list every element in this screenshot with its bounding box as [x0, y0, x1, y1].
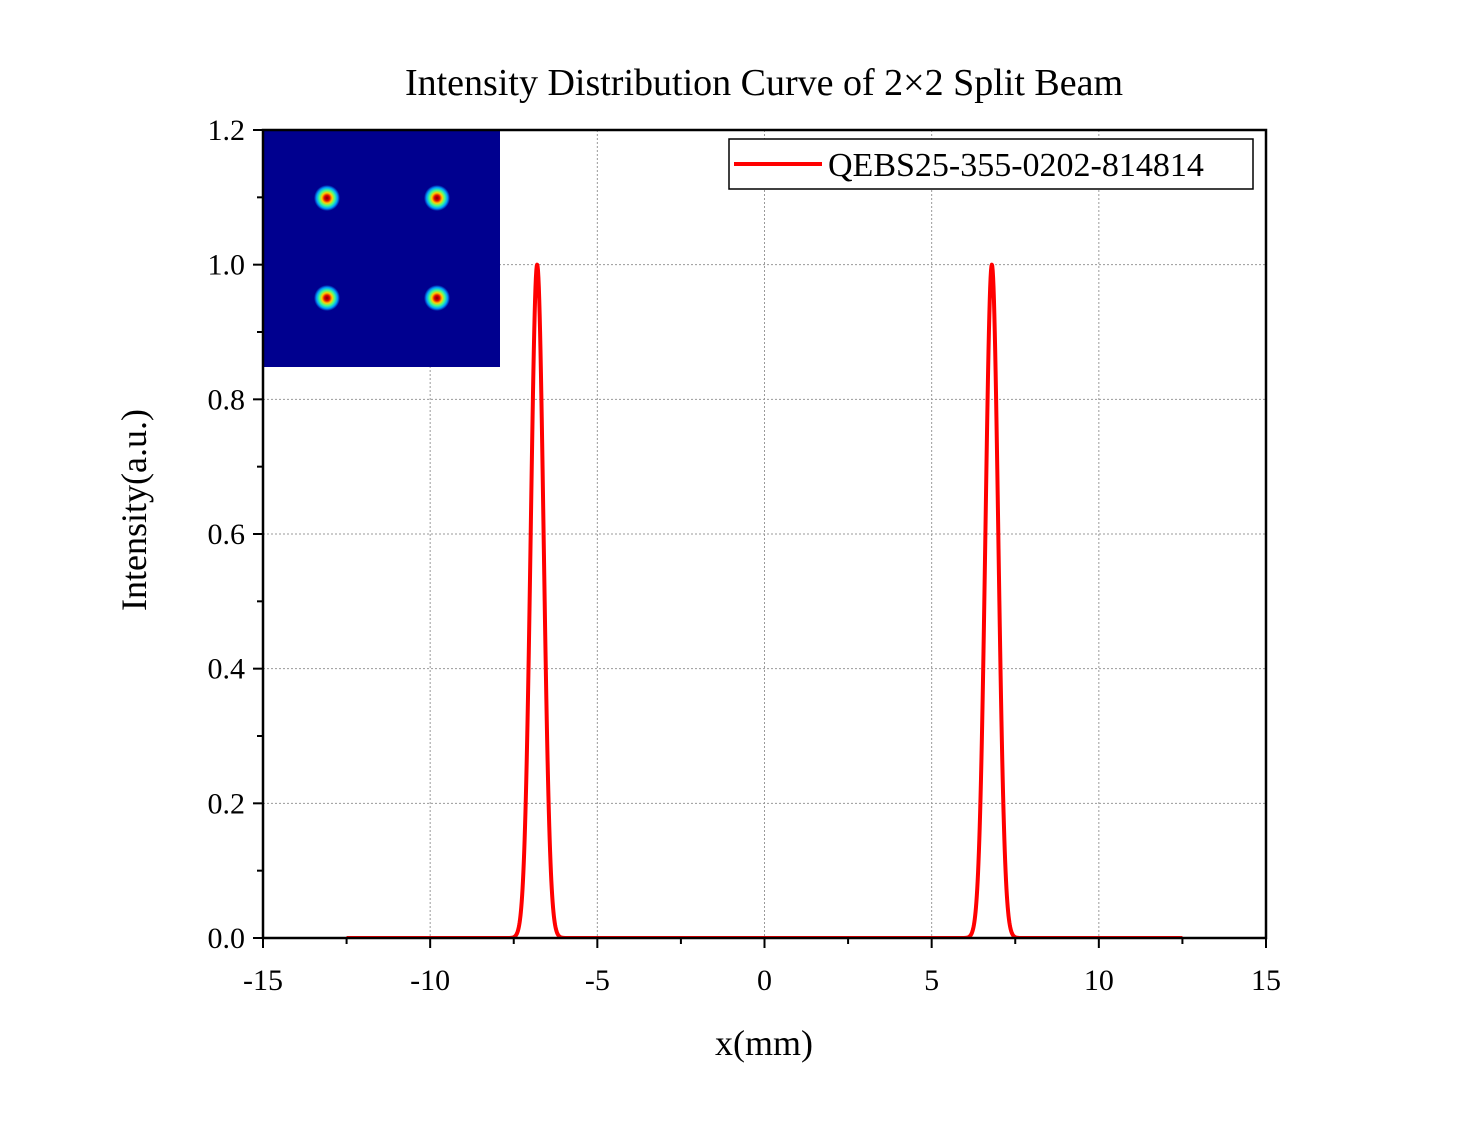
beam-spot: [314, 185, 340, 211]
inset-beam-image: [264, 131, 500, 367]
y-tick-label: 0.2: [208, 787, 246, 820]
y-axis: 0.0 0.2 0.4 0.6 0.8 1.0 1.2: [208, 114, 263, 955]
y-tick-label: 0.6: [208, 518, 246, 551]
x-tick-label: -5: [585, 964, 610, 997]
y-tick-label: 1.0: [208, 249, 246, 282]
x-tick-label: 5: [924, 964, 939, 997]
grid: [263, 130, 1266, 938]
y-tick-label: 0.4: [208, 653, 246, 686]
x-axis: -15 -10 -5 0 5 10 15: [243, 938, 1281, 997]
chart-title: Intensity Distribution Curve of 2×2 Spli…: [405, 62, 1123, 104]
beam-spot: [424, 285, 450, 311]
y-tick-label: 0.0: [208, 922, 246, 955]
beam-spot: [424, 185, 450, 211]
x-tick-label: -15: [243, 964, 283, 997]
y-tick-label: 0.8: [208, 383, 246, 416]
inset-background: [264, 131, 500, 367]
x-tick-label: 15: [1251, 964, 1281, 997]
y-axis-title: Intensity(a.u.): [114, 409, 154, 611]
beam-spot: [314, 285, 340, 311]
x-tick-label: 10: [1084, 964, 1114, 997]
x-tick-label: -10: [410, 964, 450, 997]
y-tick-label: 1.2: [208, 114, 246, 147]
x-tick-label: 0: [757, 964, 772, 997]
legend: QEBS25-355-0202-814814: [728, 138, 1254, 190]
x-axis-title: x(mm): [715, 1023, 813, 1063]
legend-label: QEBS25-355-0202-814814: [828, 147, 1204, 184]
